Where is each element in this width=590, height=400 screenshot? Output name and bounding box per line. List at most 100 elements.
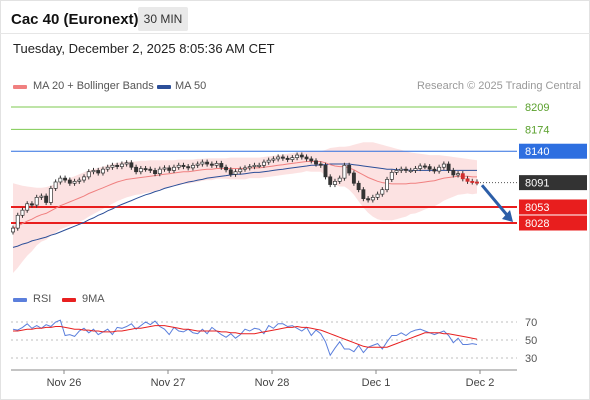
candle	[404, 166, 408, 174]
candle	[389, 169, 394, 182]
candle-body	[143, 168, 148, 171]
candle-body	[389, 172, 394, 180]
candle	[276, 154, 281, 162]
candle	[15, 212, 20, 231]
candle	[110, 162, 115, 170]
candle	[96, 167, 101, 176]
candle-body	[134, 166, 139, 173]
candle	[67, 177, 72, 186]
candle-body	[304, 156, 309, 160]
oscillator-line-9ma	[13, 325, 478, 348]
candle-body	[328, 176, 333, 185]
candle	[342, 162, 347, 181]
candle-body	[413, 168, 418, 171]
candle	[456, 171, 461, 178]
candle	[44, 193, 49, 206]
candle-body	[167, 167, 172, 171]
candle	[219, 160, 224, 170]
candle-body	[475, 181, 479, 184]
candle-body	[115, 164, 120, 167]
candle	[101, 166, 105, 176]
candle	[186, 164, 191, 171]
candle	[162, 165, 167, 172]
candle	[134, 164, 139, 175]
candle	[72, 178, 77, 186]
candle	[143, 165, 148, 172]
candle-body	[34, 197, 39, 206]
candle-body	[408, 170, 413, 172]
candle-body	[418, 165, 423, 169]
candle-body	[252, 164, 257, 167]
candle	[190, 162, 195, 171]
candle	[157, 166, 162, 177]
candle	[29, 201, 34, 208]
candle-body	[375, 193, 380, 198]
candle-body	[432, 168, 437, 172]
candle-body	[380, 189, 385, 195]
candle-body	[53, 181, 58, 189]
candle-body	[366, 198, 371, 201]
candle-body	[356, 182, 361, 191]
candle	[172, 164, 176, 174]
candle-body	[110, 164, 115, 168]
x-axis-tick-label: Nov 28	[255, 377, 290, 389]
candle-body	[314, 160, 318, 165]
candle-body	[153, 170, 157, 175]
candle	[200, 159, 205, 167]
candle	[105, 164, 110, 172]
candle	[209, 161, 214, 168]
candle-body	[465, 178, 470, 182]
rsi-legend-label: RSI	[33, 293, 52, 305]
candle	[195, 161, 200, 168]
candle-body	[238, 168, 243, 173]
x-axis-tick-label: Nov 27	[151, 377, 186, 389]
candle-body	[105, 166, 110, 170]
candle	[475, 179, 479, 186]
timestamp: Tuesday, December 2, 2025 8:05:36 AM CET	[13, 41, 275, 56]
interval-button[interactable]: 30 MIN	[138, 7, 188, 31]
candle	[167, 165, 172, 174]
candle-body	[285, 157, 290, 160]
candle-body	[318, 163, 323, 166]
candle	[252, 162, 257, 170]
candle	[181, 162, 186, 170]
candle-body	[11, 227, 15, 233]
candle	[418, 163, 423, 172]
candle-body	[148, 168, 153, 171]
candle	[295, 152, 300, 161]
candle-body	[157, 168, 162, 175]
candle	[351, 170, 356, 186]
candle-body	[39, 195, 44, 198]
candle-body	[399, 168, 404, 171]
candle	[366, 196, 371, 203]
candle-body	[295, 154, 300, 158]
candle	[228, 167, 233, 177]
bollinger-band-fill	[13, 142, 477, 273]
oscillator-line-rsi	[12, 319, 478, 357]
x-axis-tick-label: Dec 2	[466, 377, 495, 389]
candle	[304, 154, 309, 162]
candle	[432, 166, 437, 174]
candle	[148, 166, 153, 174]
candle-body	[101, 168, 105, 174]
level-badge-8053	[519, 199, 587, 215]
candle	[427, 164, 432, 172]
candle	[413, 165, 418, 174]
level-badge-8028	[519, 215, 587, 231]
candle-body	[48, 188, 53, 203]
candle-body	[119, 163, 124, 167]
rsi-tick-label-70: 70	[525, 317, 537, 329]
research-credit: Research © 2025 Trading Central	[416, 80, 581, 92]
candle	[153, 167, 157, 177]
candle-body	[261, 161, 266, 166]
candle	[48, 185, 53, 206]
candle-body	[394, 170, 399, 173]
candle	[138, 165, 143, 175]
ma20-legend-swatch	[13, 85, 27, 89]
candle-body	[67, 179, 72, 184]
candle-body	[124, 162, 129, 165]
candle-body	[233, 171, 238, 175]
candle	[233, 169, 238, 177]
candle	[119, 161, 124, 170]
candle	[446, 161, 451, 174]
